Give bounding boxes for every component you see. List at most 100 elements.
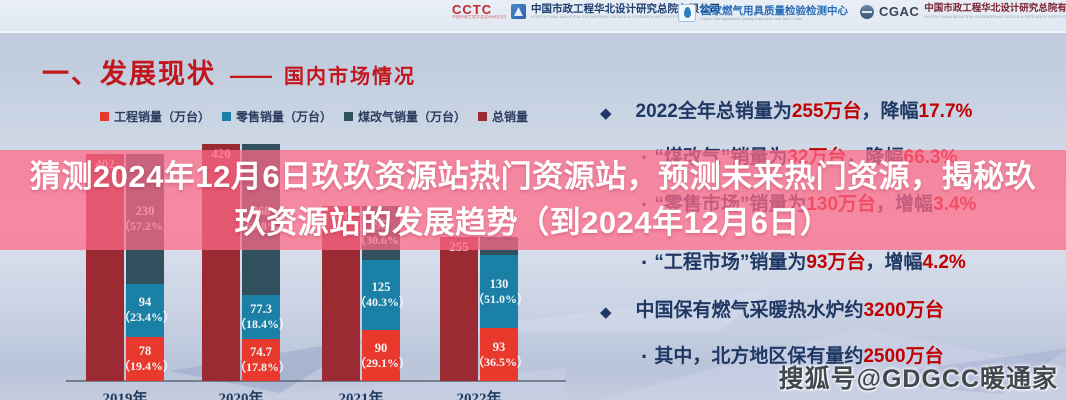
- legend-label: 工程销量（万台）: [114, 110, 211, 124]
- legend-label: 总销量: [491, 110, 528, 124]
- segment-percent: （40.3%）: [354, 294, 412, 309]
- segment-value-label: 78 （19.4%）: [118, 343, 176, 374]
- gas-center-name-en: China Gas Appliances Quality Inspection …: [701, 15, 803, 21]
- sohu-watermark: 搜狐号@GDGCC暖通家: [778, 365, 1058, 393]
- title-main: 一、发展现状: [42, 59, 216, 89]
- segment-retail: 130 （51.0%）: [472, 254, 529, 329]
- segment-percent: （18.4%）: [234, 316, 292, 331]
- diamond-bullet-icon: ◆: [600, 304, 612, 321]
- overlay-caption-band: 猜测2024年12月6日玖玖资源站热门资源站，预测未来热门资源，揭秘玖 玖资源站…: [0, 150, 1066, 250]
- legend-swatch: [221, 112, 231, 121]
- bullet-text-run: 2500万台: [863, 346, 944, 367]
- segment-value: 90: [374, 340, 388, 355]
- cctc-text: 中国市政工程华北设计研究总院有限公司 NORTH CHINA MUNICIPAL…: [531, 4, 720, 19]
- segment-value-label: 93 （36.5%）: [472, 339, 529, 370]
- cgac-company-name: 中国市政工程华北设计研究总院有限公司认证中心: [924, 3, 1066, 14]
- segment-retail: 77.3 （18.4%）: [234, 295, 291, 339]
- cctc-wordmark: CCTC 中国市政工程华北设计研究总院有限公司: [452, 2, 506, 19]
- cctc-logo-icon: [511, 4, 526, 19]
- cgac-abbr: CGAC: [879, 4, 920, 19]
- x-axis-tick-label: 2019年: [102, 391, 148, 400]
- total-bar-2022年: 255: [440, 237, 478, 381]
- segment-percent: （23.4%）: [118, 310, 176, 325]
- stacked-bar-2022年: 93 （36.5%） 130 （51.0%）: [472, 236, 529, 381]
- segment-retail: 125 （40.3%）: [354, 259, 411, 331]
- bullet-text-run: ，增幅: [865, 252, 923, 273]
- bullet-text-run: 93万台: [806, 252, 866, 273]
- bullet-text-run: ，降幅: [861, 101, 919, 122]
- bullet-text: 其中，北方地区保有量约2500万台: [654, 345, 943, 369]
- cgac-company-name-en: NORTH CHINA MUNICIPAL ENGINEERING DESIGN…: [924, 14, 1066, 19]
- overlay-caption-line2: 玖资源站的发展趋势（到2024年12月6日）: [234, 205, 832, 240]
- dot-bullet-icon: ·: [641, 250, 649, 275]
- bullet-text-run: 其中，北方地区保有量约: [654, 346, 864, 367]
- segment-value: 130: [489, 276, 509, 291]
- cctc-company-name: 中国市政工程华北设计研究总院有限公司: [531, 3, 720, 15]
- gas-center-name: 国家燃气用具质量检验检测中心: [701, 4, 848, 17]
- segment-value-label: 125 （40.3%）: [354, 279, 412, 310]
- x-axis-tick-label: 2020年: [218, 391, 264, 400]
- segment-retail: 94 （23.4%）: [118, 283, 175, 337]
- title-subtitle: 国内市场情况: [284, 66, 416, 88]
- segment-percent: （51.0%）: [472, 291, 530, 306]
- segment-percent: （17.8%）: [234, 359, 292, 374]
- dot-bullet-icon: ·: [641, 344, 649, 369]
- segment-value-label: 94 （23.4%）: [118, 295, 176, 325]
- title-dash: ——: [230, 63, 272, 88]
- legend-label: 煤改气销量（万台）: [357, 110, 466, 124]
- bullet-text-run: 17.7%: [918, 101, 973, 122]
- segment-value-label: 77.3 （18.4%）: [234, 301, 292, 332]
- header-logo-strip: CCTC 中国市政工程华北设计研究总院有限公司 中国市政工程华北设计研究总院有限…: [0, 0, 1066, 33]
- bullet-row: · “工程市场”销量为93万台，增幅4.2%: [595, 251, 1060, 275]
- bullet-text-run: 3200万台: [863, 300, 944, 321]
- legend-swatch: [100, 112, 109, 121]
- segment-value: 93: [492, 339, 506, 354]
- bullet-text-run: 255万台: [791, 101, 862, 122]
- bullet-text-run: 2022全年总销量为: [635, 101, 792, 122]
- bullet-text-run: “工程市场”销量为: [654, 252, 807, 273]
- bullet-text: 中国保有燃气采暖热水炉约3200万台: [636, 299, 944, 323]
- bullet-text-run: 4.2%: [922, 252, 966, 273]
- segment-engineering: 74.7 （17.8%）: [234, 338, 291, 381]
- legend-swatch: [477, 112, 487, 121]
- bullet-row: ◆ 中国保有燃气采暖热水炉约3200万台: [595, 299, 1060, 325]
- legend-label: 零售销量（万台）: [235, 110, 332, 124]
- x-axis-tick-label: 2021年: [338, 391, 384, 400]
- x-axis-line: [66, 380, 566, 382]
- bullet-text: “工程市场”销量为93万台，增幅4.2%: [654, 251, 965, 275]
- bullet-text: 2022全年总销量为255万台，降幅17.7%: [636, 100, 973, 124]
- segment-percent: （19.4%）: [118, 358, 176, 373]
- legend-item: 总销量: [477, 108, 528, 125]
- cctc-tiny-text: 中国市政工程华北设计研究总院有限公司: [452, 15, 506, 19]
- segment-engineering: 93 （36.5%）: [472, 328, 529, 381]
- segment-value: 74.7: [250, 344, 272, 359]
- cctc-abbr: CCTC: [452, 2, 493, 17]
- diamond-bullet-icon: ◆: [600, 105, 612, 122]
- segment-value-label: 130 （51.0%）: [472, 276, 530, 307]
- logo-cctc: CCTC 中国市政工程华北设计研究总院有限公司 中国市政工程华北设计研究总院有限…: [452, 2, 720, 19]
- cctc-company-name-en: NORTH CHINA MUNICIPAL ENGINEERING DESIGN…: [531, 14, 692, 19]
- segment-value: 78: [138, 343, 152, 358]
- x-axis-tick-label: 2022年: [456, 391, 502, 400]
- logo-gas-inspection-center: 国家燃气用具质量检验检测中心 China Gas Appliances Qual…: [678, 4, 848, 22]
- segment-value: 125: [371, 279, 391, 294]
- bullet-row: · 其中，北方地区保有量约2500万台: [595, 345, 1060, 369]
- legend-item: 工程销量（万台）: [100, 108, 210, 125]
- cgac-text: 中国市政工程华北设计研究总院有限公司认证中心 NORTH CHINA MUNIC…: [924, 3, 1066, 20]
- legend-item: 零售销量（万台）: [221, 108, 332, 125]
- segment-value: 77.3: [250, 301, 272, 316]
- logo-cgac: CGAC 中国市政工程华北设计研究总院有限公司认证中心 NORTH CHINA …: [860, 4, 1066, 19]
- gas-center-text: 国家燃气用具质量检验检测中心 China Gas Appliances Qual…: [701, 4, 848, 21]
- overlay-caption-line1: 猜测2024年12月6日玖玖资源站热门资源站，预测未来热门资源，揭秘玖: [29, 159, 1037, 194]
- segment-value-label: 74.7 （17.8%）: [234, 344, 292, 375]
- bullet-row: ◆ 2022全年总销量为255万台，降幅17.7%: [595, 100, 1060, 126]
- bullet-text-run: 中国保有燃气采暖热水炉约: [635, 300, 864, 321]
- cgac-logo-icon: [860, 4, 874, 19]
- page-title: 一、发展现状 —— 国内市场情况: [42, 52, 416, 91]
- segment-value: 94: [138, 295, 152, 310]
- legend-item: 煤改气销量（万台）: [343, 108, 466, 125]
- segment-engineering: 90 （29.1%）: [354, 330, 411, 381]
- segment-value-label: 90 （29.1%）: [354, 340, 411, 371]
- chart-legend: 工程销量（万台） 零售销量（万台） 煤改气销量（万台） 总销量: [100, 108, 528, 125]
